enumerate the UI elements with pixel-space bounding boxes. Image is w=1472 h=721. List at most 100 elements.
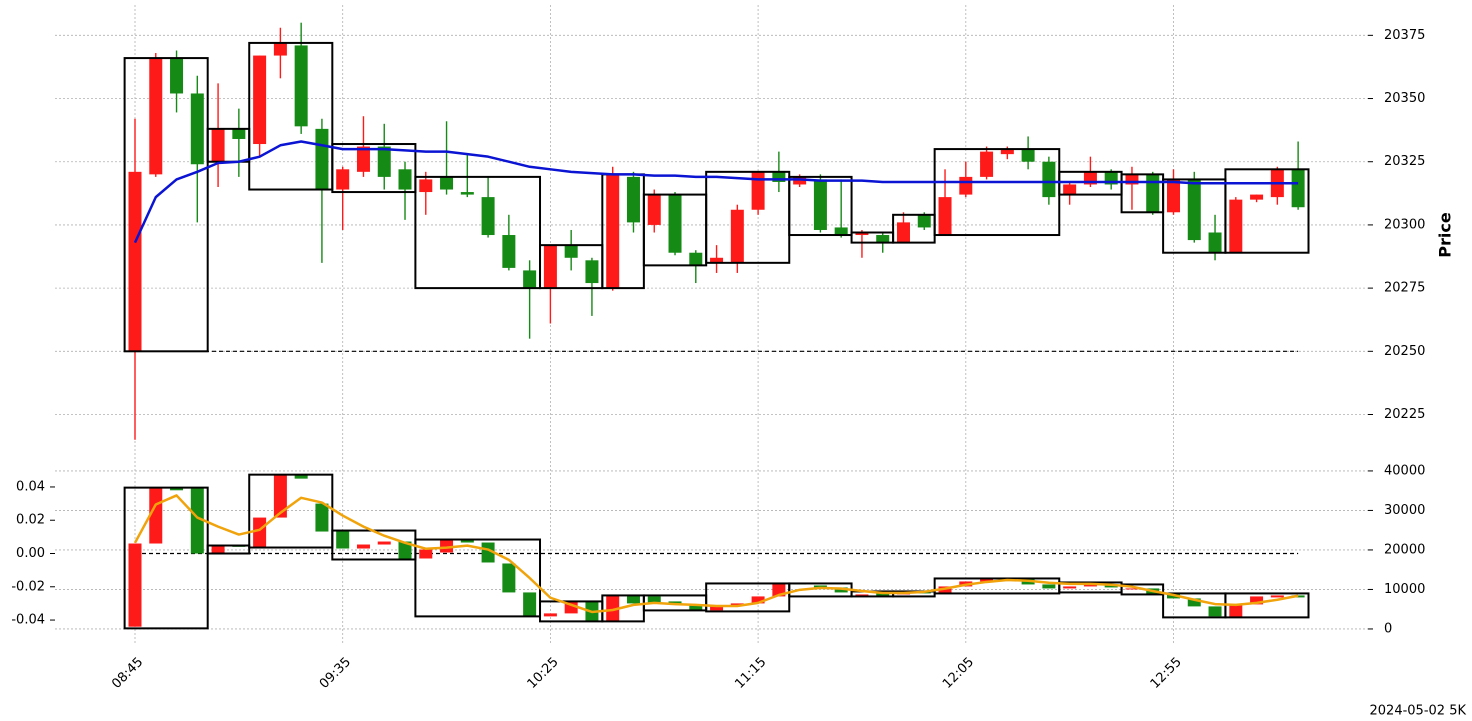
candle-body [1125,174,1139,185]
candle-body [1146,174,1160,213]
y-tick-label: 20275 [1384,281,1425,296]
candle-body [585,260,599,284]
candle-body [523,592,537,617]
candle-body [294,45,308,127]
candle-body [1250,596,1264,605]
candle-body [1042,584,1056,589]
y-tick-label: 20250 [1384,344,1425,359]
candle-body [523,270,537,289]
y-tick-label: 0.00 [16,546,45,561]
candle-body [917,214,931,228]
candle-body [398,541,412,560]
candle-body [876,235,890,243]
candle-body [398,169,412,190]
range-box [206,544,251,555]
range-box [331,143,417,194]
candle-body [1063,184,1077,195]
candle-body [377,146,391,177]
y-tick-label: 20225 [1384,407,1425,422]
y-tick-label: 0.02 [16,513,45,528]
candle-body [1042,161,1056,198]
candle-body [564,601,578,614]
y2-tick-label: 0 [1384,621,1392,636]
candle-body [1208,606,1222,617]
x-tick-label: 12:55 [1148,655,1185,692]
candle-body [855,232,869,236]
candle-body [626,176,640,223]
candle-body [273,42,287,56]
y2-tick-label: 20000 [1384,542,1425,557]
candle-body [730,209,744,263]
candle-body [460,539,474,543]
candle-body [1125,588,1139,590]
y-tick-label: 20325 [1384,154,1425,169]
y-tick-label: -0.04 [11,613,45,628]
candle-body [980,151,994,177]
candle-body [647,194,661,225]
candle-body [419,549,433,559]
candle-body [980,578,994,582]
candle-body [606,174,620,289]
candle-body [1291,169,1305,208]
candle-body [543,245,557,289]
candle-body [232,128,246,139]
candle-body [668,194,682,253]
candle-body [273,474,287,518]
candle-body [1187,598,1201,607]
candle-body [502,563,516,593]
candle-body [793,176,807,185]
candle-body [689,252,703,266]
candle-body [689,604,703,611]
range-box [1224,168,1310,254]
x-tick-label: 08:45 [109,655,146,692]
candle-body [315,503,329,532]
candle-body [772,171,786,182]
candle-body [170,487,184,491]
candle-body [1270,595,1284,598]
line-series [133,494,1299,614]
candle-body [751,596,765,604]
range-box [248,41,334,191]
candle-body [1250,194,1264,200]
x-tick-label: 09:35 [317,655,354,692]
y-axis-title: Price [1436,212,1455,258]
y-tick-label: 20375 [1384,28,1425,43]
candle-body [356,544,370,549]
candle-body [377,541,391,545]
candle-body [336,530,350,549]
candle-body [502,235,516,268]
range-box [414,175,542,290]
candle-body [1167,179,1180,213]
candle-body [626,595,640,604]
y-tick-label: -0.02 [11,579,45,594]
candle-body [938,197,952,236]
range-box [123,57,209,353]
candle-body [190,487,204,554]
range-box [123,486,209,630]
y-tick-label: 20300 [1384,217,1425,232]
candle-body [481,542,495,563]
candle-body [730,603,744,606]
y-tick-label: 20350 [1384,91,1425,106]
candle-body [460,192,474,195]
candle-body [1187,179,1201,241]
line-series [133,140,1299,244]
candle-body [1000,149,1014,155]
candle-body [440,539,454,553]
candle-body [938,586,952,594]
candle-body [959,176,973,195]
candle-body [606,595,620,622]
x-tick-label: 10:25 [525,655,562,692]
candle-body [1063,586,1077,589]
y-tick-label: 0.04 [16,479,45,494]
candle-body [710,257,724,263]
candle-body [813,585,827,588]
candle-body [253,517,267,548]
candle-body [834,587,848,593]
candle-body [1229,604,1243,618]
candle-body [190,93,204,165]
x-tick-label: 11:15 [732,655,769,692]
range-box [414,538,542,618]
candle-body [128,171,142,352]
